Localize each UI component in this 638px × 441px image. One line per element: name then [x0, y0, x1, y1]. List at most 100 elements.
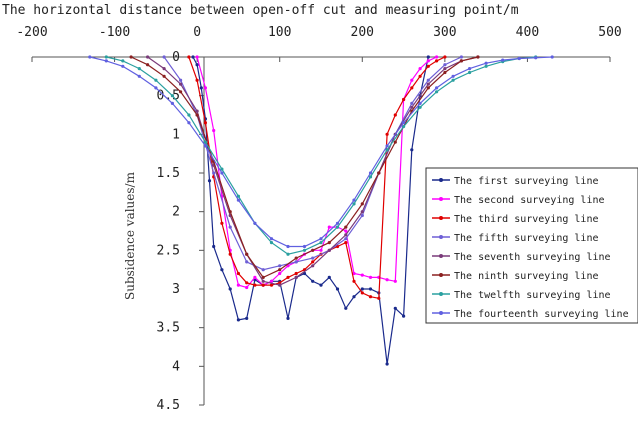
data-point — [352, 279, 356, 283]
data-point — [344, 306, 348, 310]
y-tick-label: 4.5 — [157, 398, 180, 413]
y-tick-label: 3.5 — [157, 321, 180, 336]
data-point — [344, 237, 348, 241]
data-point — [327, 241, 331, 245]
y-tick-label: 1.5 — [157, 166, 180, 181]
data-point — [286, 244, 290, 249]
data-point — [352, 295, 356, 299]
data-point — [385, 148, 389, 152]
data-point — [261, 268, 265, 272]
data-point — [154, 86, 158, 90]
data-point — [311, 264, 315, 268]
y-tick-label: 2 — [172, 205, 180, 220]
data-point — [278, 283, 282, 287]
data-point — [269, 241, 274, 245]
y-tick-label: 4 — [172, 359, 180, 374]
data-point — [104, 59, 108, 63]
data-point — [261, 279, 265, 283]
data-point — [170, 101, 174, 105]
legend-item: The third surveying line — [432, 214, 599, 225]
data-point — [484, 61, 488, 65]
data-point — [410, 86, 414, 90]
data-point — [327, 225, 331, 229]
chart-title: The horizontal distance between open-off… — [2, 3, 519, 18]
data-point — [278, 281, 282, 285]
data-point — [228, 225, 232, 229]
data-point — [261, 275, 265, 279]
legend-box — [425, 167, 638, 324]
data-point — [286, 275, 290, 279]
data-point — [517, 56, 521, 61]
data-point — [418, 101, 422, 105]
data-point — [269, 237, 274, 241]
data-point — [426, 55, 430, 59]
data-point — [294, 271, 298, 276]
data-point — [550, 55, 554, 59]
data-point — [195, 113, 199, 117]
data-point — [294, 275, 298, 279]
data-point — [501, 58, 505, 62]
legend: The first surveying line The second surve… — [425, 167, 638, 324]
data-point — [228, 287, 232, 291]
data-point — [385, 278, 389, 282]
data-point — [245, 285, 249, 290]
data-point — [311, 279, 315, 283]
data-point — [335, 287, 340, 291]
series-line — [192, 56, 429, 365]
x-tick-label: 0 — [193, 25, 201, 40]
series-layer — [88, 55, 554, 366]
data-point — [236, 271, 240, 276]
data-point — [344, 225, 348, 229]
data-point — [146, 63, 150, 67]
data-point — [245, 316, 249, 320]
x-tick-label: 300 — [433, 25, 456, 40]
data-point — [236, 283, 240, 287]
data-point — [311, 256, 315, 260]
data-point — [137, 67, 141, 71]
data-point — [302, 244, 307, 249]
data-point — [104, 55, 108, 59]
data-point — [162, 55, 166, 59]
data-point — [426, 59, 430, 63]
data-point — [368, 171, 373, 175]
series-2 — [195, 55, 439, 290]
data-point — [191, 55, 195, 59]
data-point — [385, 132, 389, 136]
data-point — [162, 67, 166, 71]
data-point — [468, 67, 472, 71]
data-point — [179, 90, 183, 94]
data-point — [253, 275, 257, 279]
data-point — [236, 318, 240, 322]
data-point — [393, 306, 397, 310]
series-line — [196, 56, 437, 289]
data-point — [228, 252, 232, 256]
data-point — [393, 140, 397, 144]
legend-label: The first surveying line — [454, 176, 599, 187]
legend-swatch-marker — [439, 235, 443, 239]
data-point — [443, 55, 447, 59]
data-point — [368, 287, 373, 291]
data-point — [377, 296, 381, 300]
data-point — [137, 74, 141, 78]
data-point — [327, 248, 331, 252]
data-point — [360, 210, 364, 214]
data-point — [170, 94, 174, 98]
data-point — [278, 268, 282, 272]
data-point — [352, 271, 356, 276]
data-point — [402, 125, 406, 129]
data-point — [187, 121, 191, 125]
legend-label: The third surveying line — [454, 214, 599, 225]
data-point — [245, 252, 249, 256]
y-tick-label: 2.5 — [157, 243, 180, 258]
data-point — [410, 101, 414, 105]
data-point — [319, 248, 323, 252]
data-point — [129, 55, 133, 59]
data-point — [435, 55, 439, 59]
data-point — [220, 171, 224, 175]
legend-swatch-marker — [439, 311, 443, 315]
data-point — [476, 55, 480, 59]
data-point — [443, 70, 447, 75]
data-point — [203, 86, 207, 90]
data-point — [344, 233, 348, 237]
